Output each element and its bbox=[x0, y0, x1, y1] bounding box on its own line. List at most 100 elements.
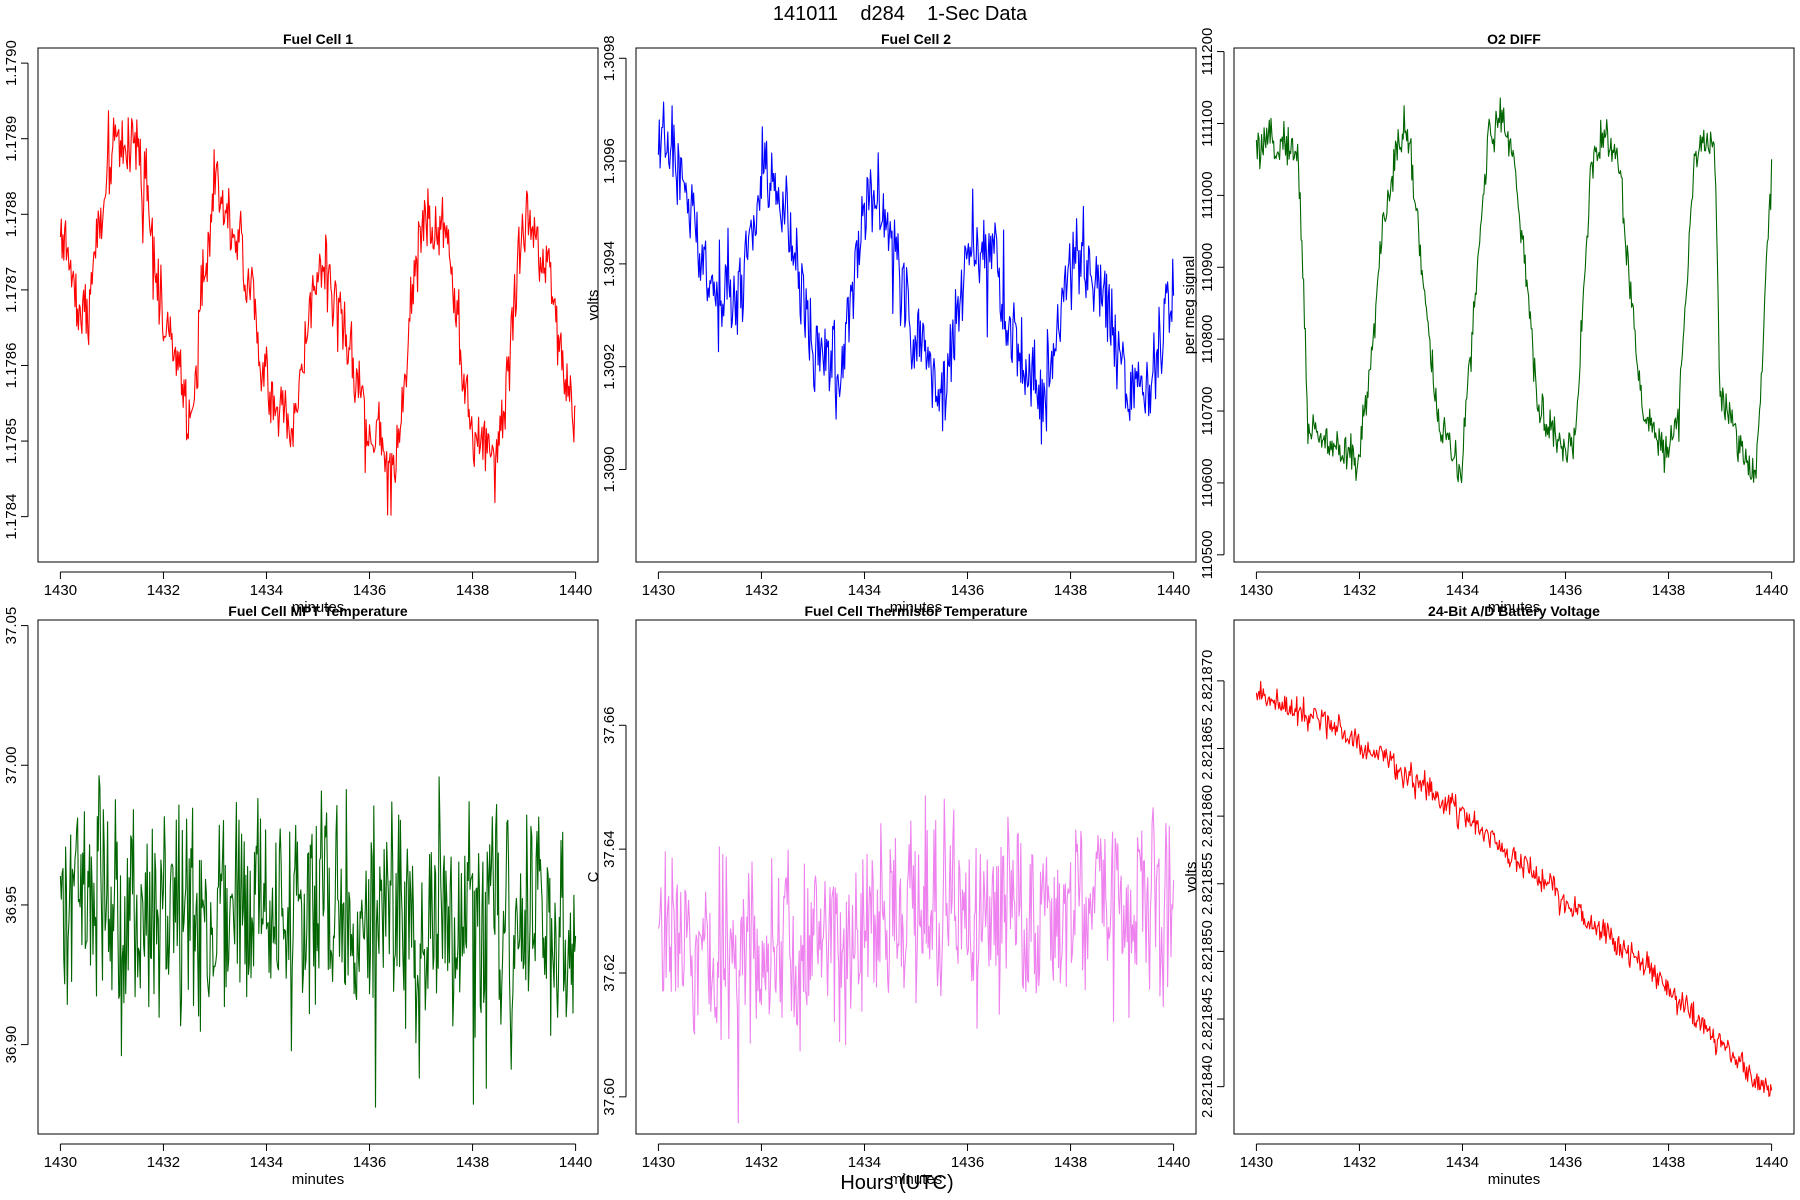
x-axis-label: minutes bbox=[292, 1171, 345, 1188]
plot-frame bbox=[1233, 47, 1795, 563]
x-axis-label: minutes bbox=[1488, 599, 1541, 616]
x-tick-label: 1438 bbox=[1652, 582, 1685, 599]
series-line bbox=[59, 110, 576, 516]
x-tick-label: 1434 bbox=[1446, 1154, 1479, 1171]
plot-frame bbox=[1233, 619, 1795, 1135]
y-axis-label: per meg signal bbox=[1181, 256, 1198, 354]
figure-footer-label: Hours (UTC) bbox=[840, 1172, 953, 1194]
panel-title: O2 DIFF bbox=[1487, 31, 1541, 47]
y-tick-label: 1.3090 bbox=[601, 447, 618, 493]
x-tick-label: 1436 bbox=[951, 582, 984, 599]
y-tick-label: 111100 bbox=[1199, 100, 1216, 147]
y-tick-label: 37.64 bbox=[601, 830, 618, 868]
x-tick-label: 1436 bbox=[1549, 582, 1582, 599]
x-tick-label: 1434 bbox=[1446, 582, 1479, 599]
panel-title: Fuel Cell Thermistor Temperature bbox=[804, 603, 1027, 619]
plot-frame bbox=[37, 619, 599, 1135]
x-tick-label: 1436 bbox=[1549, 1154, 1582, 1171]
chart-panel-3: O2 DIFF 1430 1432 1434 1436 1438 1440 minutes 11… bbox=[1181, 28, 1795, 616]
x-tick-label: 1438 bbox=[1054, 1154, 1087, 1171]
y-tick-label: 110700 bbox=[1199, 387, 1216, 436]
y-tick-label: 110900 bbox=[1199, 243, 1216, 292]
x-tick-label: 1432 bbox=[147, 582, 180, 599]
x-tick-label: 1430 bbox=[1240, 1154, 1273, 1171]
chart-panel-2: Fuel Cell 2 1430 1432 1434 1436 1438 1440 minut… bbox=[585, 31, 1197, 616]
y-tick-label: 37.66 bbox=[601, 707, 618, 745]
y-tick-label: 2.821840 bbox=[1199, 1055, 1216, 1118]
y-tick-label: 1.3092 bbox=[601, 344, 618, 390]
y-tick-label: 1.3096 bbox=[601, 138, 618, 184]
x-tick-label: 1438 bbox=[1652, 1154, 1685, 1171]
x-tick-label: 1432 bbox=[147, 1154, 180, 1171]
y-tick-label: 1.1784 bbox=[3, 494, 20, 540]
y-axis-label: volts bbox=[0, 290, 4, 321]
x-tick-label: 1434 bbox=[848, 1154, 881, 1171]
y-tick-label: 110500 bbox=[1199, 530, 1216, 579]
y-axis-label: C bbox=[585, 871, 602, 882]
x-tick-label: 1438 bbox=[1054, 582, 1087, 599]
chart-panel-1: Fuel Cell 1 1430 1432 1434 1436 1438 1440 minut… bbox=[0, 31, 599, 616]
x-tick-label: 1440 bbox=[1755, 1154, 1788, 1171]
x-axis-label: minutes bbox=[890, 599, 943, 616]
x-tick-label: 1436 bbox=[353, 1154, 386, 1171]
x-tick-label: 1434 bbox=[250, 1154, 283, 1171]
y-axis-label: volts bbox=[1183, 862, 1200, 893]
x-tick-label: 1440 bbox=[559, 1154, 592, 1171]
chart-panel-4: Fuel Cell MPT Temperature 1430 1432 1434 143… bbox=[0, 603, 599, 1188]
x-tick-label: 1430 bbox=[44, 582, 77, 599]
y-tick-label: 110600 bbox=[1199, 458, 1216, 507]
x-tick-label: 1436 bbox=[951, 1154, 984, 1171]
x-axis-label: minutes bbox=[890, 1171, 943, 1188]
x-tick-label: 1432 bbox=[745, 582, 778, 599]
series-line bbox=[59, 775, 577, 1108]
x-axis-label: minutes bbox=[1488, 1171, 1541, 1188]
y-tick-label: 1.1785 bbox=[3, 418, 20, 464]
x-tick-label: 1432 bbox=[1343, 1154, 1376, 1171]
x-tick-label: 1430 bbox=[642, 582, 675, 599]
panel-title: 24-Bit A/D Battery Voltage bbox=[1428, 603, 1600, 619]
x-tick-label: 1440 bbox=[1157, 582, 1190, 599]
y-tick-label: 2.821860 bbox=[1199, 785, 1216, 848]
y-axis-label: C bbox=[0, 871, 4, 882]
y-tick-label: 1.1790 bbox=[3, 40, 20, 86]
figure-title: 141011 d284 1-Sec Data bbox=[773, 3, 1028, 25]
x-tick-label: 1432 bbox=[745, 1154, 778, 1171]
x-tick-label: 1440 bbox=[559, 582, 592, 599]
y-tick-label: 111200 bbox=[1199, 28, 1216, 76]
panel-title: Fuel Cell 1 bbox=[283, 31, 353, 47]
y-tick-label: 2.821855 bbox=[1199, 852, 1216, 915]
y-tick-label: 2.821845 bbox=[1199, 988, 1216, 1051]
series-line bbox=[1255, 680, 1773, 1098]
y-tick-label: 37.60 bbox=[601, 1078, 618, 1116]
x-tick-label: 1432 bbox=[1343, 582, 1376, 599]
y-tick-label: 1.1789 bbox=[3, 116, 20, 162]
x-axis-label: minutes bbox=[292, 599, 345, 616]
series-line bbox=[657, 101, 1175, 445]
y-tick-label: 37.05 bbox=[3, 607, 20, 645]
x-tick-label: 1430 bbox=[1240, 582, 1273, 599]
plot-frame bbox=[37, 47, 599, 563]
panel-title: Fuel Cell 2 bbox=[881, 31, 951, 47]
x-tick-label: 1430 bbox=[44, 1154, 77, 1171]
y-tick-label: 1.1787 bbox=[3, 267, 20, 313]
series-line bbox=[657, 795, 1175, 1124]
chart-panel-5: Fuel Cell Thermistor Temperature 1430 1432… bbox=[585, 603, 1197, 1188]
series-line bbox=[1255, 97, 1773, 484]
y-tick-label: 111000 bbox=[1199, 171, 1216, 219]
y-axis-label: volts bbox=[585, 290, 602, 321]
chart-panels: Fuel Cell 1 1430 1432 1434 1436 1438 1440 minut… bbox=[0, 28, 1795, 1188]
y-tick-label: 2.821865 bbox=[1199, 717, 1216, 780]
plot-frame bbox=[635, 619, 1197, 1135]
y-tick-label: 36.95 bbox=[3, 886, 20, 924]
y-tick-label: 37.00 bbox=[3, 746, 20, 784]
y-tick-label: 36.90 bbox=[3, 1026, 20, 1064]
x-tick-label: 1436 bbox=[353, 582, 386, 599]
y-tick-label: 37.62 bbox=[601, 954, 618, 992]
x-tick-label: 1438 bbox=[456, 1154, 489, 1171]
y-tick-label: 110800 bbox=[1199, 315, 1216, 364]
x-tick-label: 1434 bbox=[250, 582, 283, 599]
y-tick-label: 1.1788 bbox=[3, 191, 20, 237]
y-tick-label: 1.1786 bbox=[3, 343, 20, 389]
chart-panel-6: 24-Bit A/D Battery Voltage 1430 1432 1434 14… bbox=[1183, 603, 1795, 1188]
